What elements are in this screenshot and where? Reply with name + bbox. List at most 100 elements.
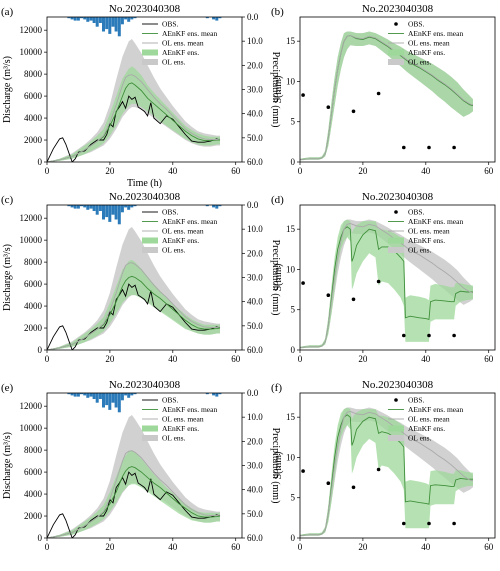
precip-bar	[105, 205, 109, 218]
y2-tick-label: 40.0	[247, 485, 263, 495]
legend-label: OL ens. mean	[162, 39, 204, 48]
panel-title: No.2023040308	[109, 191, 181, 203]
precip-bar	[212, 205, 216, 208]
plot-area	[47, 393, 222, 538]
y-axis-label: Discharge (m³/s)	[2, 432, 13, 499]
panel-title: No.2023040308	[109, 3, 181, 15]
y2-tick-label: 30.0	[247, 85, 263, 95]
legend-label: OL ens.	[162, 58, 186, 67]
obs-point	[301, 93, 305, 97]
x-tick-label: 20	[358, 354, 368, 364]
obs-point	[326, 105, 331, 109]
precip-bar	[89, 393, 93, 397]
precip-bar	[111, 393, 115, 403]
ol-ens-band	[300, 407, 473, 537]
precip-bar	[98, 17, 102, 23]
aenkf-mean-line	[300, 226, 473, 349]
precip-bar	[124, 17, 128, 20]
precip-bar	[130, 393, 134, 396]
precip-bar	[86, 393, 90, 398]
precip-bar	[105, 393, 109, 406]
plot-area	[300, 407, 474, 537]
aenkf-ens-band	[300, 31, 473, 161]
legend-label: OL ens. mean	[408, 415, 450, 424]
y-tick-label: 8000	[24, 257, 43, 267]
obs-point	[376, 279, 381, 284]
legend-swatch-obs	[394, 210, 398, 214]
precip-bar	[67, 17, 71, 19]
precip-bar	[92, 393, 96, 399]
precip-bar	[117, 205, 121, 225]
precip-bar	[133, 17, 137, 19]
y-tick-label: 0	[38, 345, 43, 355]
precip-bar	[83, 393, 87, 396]
legend-swatch-aenkf-band	[388, 49, 404, 56]
y-axis-label: S(mm)	[273, 76, 284, 104]
obs-line	[47, 95, 221, 162]
precip-bar	[114, 205, 118, 220]
obs-point	[376, 91, 381, 96]
x-tick-label: 40	[168, 542, 178, 552]
precip-bar	[76, 17, 80, 21]
y-axis-label: S(mm)	[273, 264, 284, 292]
precip-bar	[80, 17, 83, 19]
plot-frame	[299, 16, 496, 163]
x-tick-label: 0	[298, 166, 303, 176]
precip-bar	[95, 205, 99, 215]
y-tick-label: 0	[38, 157, 43, 167]
legend-label: OBS.	[408, 208, 425, 217]
y-tick-label: 2000	[24, 511, 43, 521]
precip-bar	[70, 17, 74, 20]
legend-swatch-ol-band	[388, 59, 404, 65]
precip-bar	[76, 393, 80, 397]
y-tick-label: 10	[286, 76, 296, 86]
y-tick-label: 15	[286, 224, 296, 234]
plot-frame	[299, 392, 496, 539]
y-tick-label: 6000	[24, 279, 43, 289]
obs-point	[452, 145, 456, 150]
precip-bar	[124, 205, 128, 208]
precip-bar	[212, 393, 216, 396]
ol-mean-line	[300, 411, 474, 537]
precip-bar	[205, 393, 209, 395]
precip-bar	[205, 17, 209, 19]
y-tick-label: 12000	[20, 401, 43, 411]
precip-bar	[212, 17, 216, 20]
panel-a: 0 20 40 60 0 2000 4000 6000 8000 10000 12000 0.0 10.…	[1, 3, 281, 189]
x-tick-label: 60	[231, 542, 241, 552]
y-tick-label: 0	[291, 533, 296, 543]
panel-letter: (a)	[1, 6, 14, 18]
x-axis-label: Time (h)	[127, 178, 162, 189]
precip-bar	[76, 205, 80, 209]
panel-title: No.2023040308	[362, 379, 434, 391]
legend-label: OL ens. mean	[162, 415, 204, 424]
precip-bar	[70, 205, 74, 208]
precip-bar	[133, 393, 137, 395]
ol-mean-line	[47, 262, 221, 350]
precip-bar	[205, 205, 209, 207]
legend-swatch-ol-band	[142, 247, 158, 253]
plot-area	[47, 17, 222, 162]
legend-label: AEnKF ens.	[162, 424, 199, 433]
panel-e: 0 20 40 60 0 2000 4000 6000 8000 10000 12000 0.0 10.…	[1, 379, 281, 552]
legend-swatch-ol-band	[142, 59, 158, 65]
x-tick-label: 60	[484, 542, 494, 552]
y-tick-label: 12000	[20, 25, 43, 35]
y-tick-label: 15	[286, 36, 296, 46]
y2-tick-label: 40.0	[247, 109, 263, 119]
legend-swatch-aenkf-band	[388, 237, 404, 244]
x-tick-label: 20	[105, 542, 115, 552]
legend-label: AEnKF ens. mean	[162, 29, 217, 38]
precip-bar	[80, 205, 83, 207]
y-tick-label: 10000	[20, 235, 43, 245]
y-tick-label: 0	[291, 157, 296, 167]
y2-tick-label: 20.0	[247, 60, 263, 70]
panel-f: 0 20 40 60051015No.2023040308(f)S(mm)OBS.AE…	[271, 379, 496, 552]
y-tick-label: 10	[286, 264, 296, 274]
precip-bar	[120, 17, 124, 25]
precip-bar	[114, 17, 118, 32]
panel-d: 0 20 40 60051015No.2023040308(d)S(mm)OBS.AE…	[271, 191, 496, 364]
y-tick-label: 0	[291, 345, 296, 355]
